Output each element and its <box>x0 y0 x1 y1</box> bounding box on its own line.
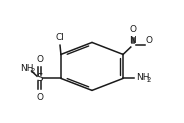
Text: Cl: Cl <box>56 32 64 41</box>
Text: 2: 2 <box>146 77 151 83</box>
Text: S: S <box>36 73 43 83</box>
Text: O: O <box>36 55 43 64</box>
Text: O: O <box>130 25 137 34</box>
Text: N: N <box>129 36 136 45</box>
Text: NH: NH <box>20 64 34 73</box>
Text: 2: 2 <box>31 68 35 74</box>
Text: O: O <box>36 93 43 102</box>
Text: O: O <box>146 36 153 45</box>
Text: NH: NH <box>136 73 149 82</box>
